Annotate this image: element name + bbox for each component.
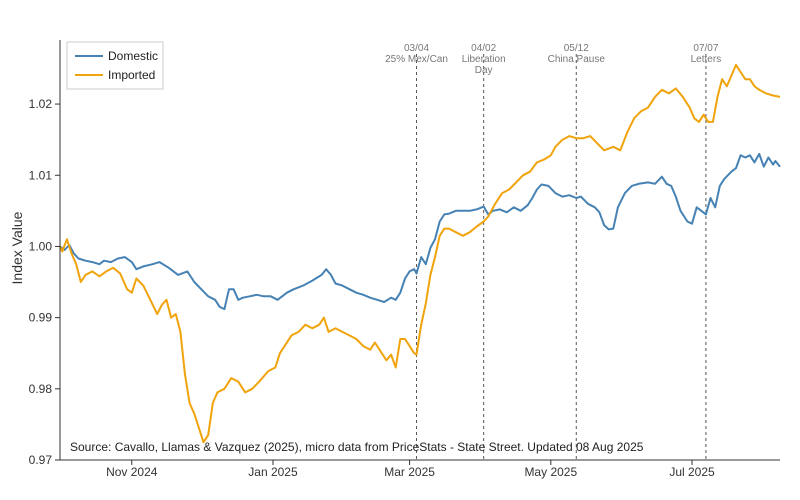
y-tick-label: 0.99 (29, 311, 53, 325)
y-tick-label: 1.01 (29, 168, 53, 182)
event-label: 05/12 (564, 43, 589, 54)
legend-label-imported: Imported (108, 68, 155, 82)
series-line-domestic (59, 152, 781, 311)
y-tick-label: 1.00 (29, 239, 53, 253)
x-tick-label: Mar 2025 (384, 465, 435, 479)
event-label: Letters (691, 54, 722, 65)
y-axis-title: Index Value (9, 211, 25, 284)
event-label: Day (475, 65, 493, 76)
source-note: Source: Cavallo, Llamas & Vazquez (2025)… (70, 440, 644, 454)
legend-box (66, 41, 164, 90)
x-tick-label: May 2025 (524, 465, 577, 479)
event-label: 03/04 (404, 43, 429, 54)
x-axis-ticks: Nov 2024 Jan 2025 Mar 2025 May 2025 Jul 2025 (106, 460, 715, 479)
x-tick-label: Nov 2024 (106, 465, 158, 479)
legend-label-domestic: Domestic (108, 49, 158, 63)
event-label: China Pause (548, 54, 606, 65)
x-tick-label: Jul 2025 (669, 465, 715, 479)
y-axis-ticks: 0.97 0.98 0.99 1.00 1.01 1.02 (29, 97, 60, 467)
x-tick-label: Jan 2025 (248, 465, 298, 479)
event-label: Liberation (462, 54, 506, 65)
y-tick-label: 1.02 (29, 97, 53, 111)
y-tick-label: 0.97 (29, 453, 53, 467)
y-tick-label: 0.98 (29, 382, 53, 396)
event-label: 04/02 (471, 43, 496, 54)
event-label: 07/07 (693, 43, 718, 54)
series-line-imported (59, 63, 781, 444)
event-label: 25% Mex/Can (385, 54, 448, 65)
legend: Domestic Imported (66, 41, 164, 90)
series-layer (59, 63, 781, 444)
event-annotation-lines (416, 54, 707, 460)
